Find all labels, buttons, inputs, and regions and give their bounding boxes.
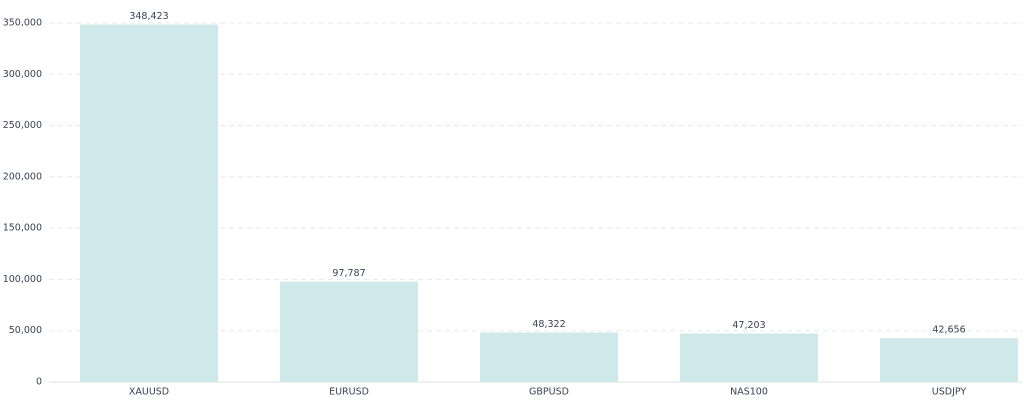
- bar: [680, 333, 818, 382]
- value-label: 48,322: [532, 319, 565, 330]
- y-tick-label: 250,000: [3, 120, 42, 131]
- y-tick-label: 300,000: [3, 69, 42, 80]
- bar: [80, 24, 218, 382]
- y-tick-label: 0: [36, 377, 42, 388]
- value-label: 42,656: [932, 325, 965, 336]
- x-tick-label: NAS100: [730, 387, 768, 398]
- x-tick-label: USDJPY: [932, 387, 967, 398]
- x-tick-label: EURUSD: [329, 387, 369, 398]
- y-tick-label: 200,000: [3, 171, 42, 182]
- bar: [480, 332, 618, 382]
- value-label: 47,203: [732, 320, 765, 331]
- bar: [280, 281, 418, 382]
- x-tick-label: XAUUSD: [129, 387, 169, 398]
- value-label: 348,423: [129, 11, 168, 22]
- y-tick-label: 150,000: [3, 223, 42, 234]
- value-label: 97,787: [332, 268, 365, 279]
- bar: [880, 338, 1018, 382]
- y-tick-label: 100,000: [3, 274, 42, 285]
- y-tick-label: 50,000: [9, 325, 42, 336]
- y-tick-label: 350,000: [3, 18, 42, 29]
- x-tick-label: GBPUSD: [529, 387, 569, 398]
